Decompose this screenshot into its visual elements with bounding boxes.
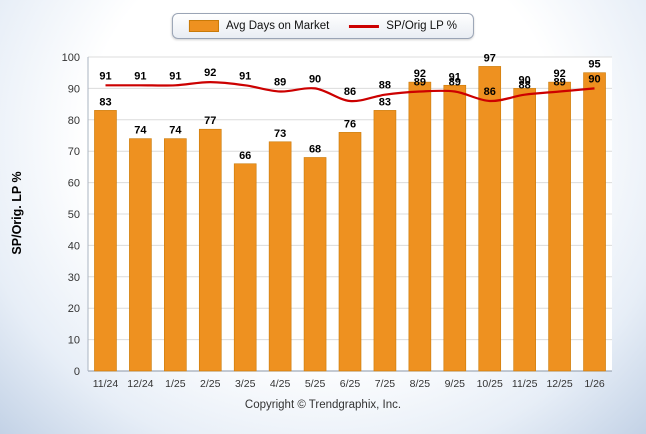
sp-orig-lp-line — [105, 80, 595, 103]
bar — [164, 138, 187, 372]
legend-item-line: SP/Orig LP % — [349, 20, 457, 32]
y-tick-label: 10 — [68, 335, 80, 347]
bar-value-label: 74 — [134, 125, 147, 137]
bar — [478, 66, 502, 372]
line-value-label: 91 — [134, 70, 146, 82]
bar-value-label: 77 — [204, 115, 216, 127]
bar-value-label: 91 — [449, 71, 461, 83]
bar-value-label: 76 — [344, 118, 356, 130]
chart-legend: Avg Days on Market SP/Orig LP % — [171, 13, 475, 39]
bar-value-label: 97 — [484, 52, 496, 64]
bar-value-label: 90 — [519, 74, 531, 86]
x-tick-label: 9/25 — [445, 378, 466, 390]
bar — [408, 81, 432, 372]
y-tick-label: 70 — [68, 146, 80, 158]
bar-value-label: 83 — [99, 96, 111, 108]
bar — [513, 88, 536, 372]
bar-series-label: Avg Days on Market — [225, 20, 330, 32]
line-series-label: SP/Orig LP % — [386, 20, 458, 32]
x-tick-label: 7/25 — [375, 378, 396, 390]
line-series-swatch-icon — [349, 24, 380, 28]
line-value-label: 86 — [484, 86, 496, 98]
line-value-label: 88 — [379, 80, 391, 92]
bar — [548, 81, 571, 372]
bar — [268, 141, 292, 372]
bar — [373, 110, 397, 372]
line-value-label: 91 — [239, 70, 251, 82]
bar — [338, 132, 362, 372]
bar-series-swatch-icon — [188, 20, 219, 32]
bar — [129, 138, 152, 372]
y-tick-label: 0 — [74, 366, 80, 378]
y-tick-label: 80 — [68, 115, 80, 127]
x-tick-label: 10/25 — [477, 378, 503, 390]
x-tick-label: 12/24 — [127, 378, 153, 390]
line-value-label: 90 — [309, 73, 321, 85]
bar-value-label: 95 — [588, 59, 600, 71]
bar-value-label: 92 — [553, 68, 565, 80]
x-tick-label: 11/24 — [93, 378, 119, 390]
line-value-label: 91 — [169, 70, 181, 82]
copyright-text: Copyright © Trendgraphix, Inc. — [244, 399, 402, 411]
bar-value-label: 68 — [309, 143, 321, 155]
x-tick-label: 6/25 — [340, 378, 361, 390]
y-tick-label: 50 — [68, 209, 80, 221]
x-tick-label: 5/25 — [305, 378, 326, 390]
x-tick-label: 11/25 — [512, 378, 538, 390]
line-value-label: 89 — [553, 77, 565, 89]
y-tick-label: 30 — [68, 272, 80, 284]
bar-value-label: 92 — [414, 68, 426, 80]
line-value-label: 91 — [99, 70, 111, 82]
x-tick-label: 2/25 — [200, 378, 221, 390]
bar — [303, 157, 327, 372]
line-value-label: 88 — [519, 80, 531, 92]
legend-item-bar: Avg Days on Market — [188, 20, 330, 32]
y-tick-label: 20 — [68, 303, 80, 315]
line-value-label: 92 — [204, 67, 216, 79]
line-value-label: 86 — [344, 86, 356, 98]
bar — [583, 72, 606, 372]
y-tick-label: 60 — [68, 178, 80, 190]
bar-value-label: 83 — [379, 96, 391, 108]
bar — [198, 128, 222, 372]
bar — [233, 163, 257, 372]
line-value-label: 89 — [449, 77, 461, 89]
bar — [443, 84, 467, 372]
x-tick-label: 8/25 — [410, 378, 431, 390]
x-tick-label: 4/25 — [270, 378, 291, 390]
line-value-label: 90 — [588, 73, 600, 85]
y-tick-label: 40 — [68, 240, 80, 252]
bar-value-label: 66 — [239, 150, 251, 162]
bar-value-label: 73 — [274, 128, 286, 140]
line-value-label: 89 — [414, 77, 426, 89]
x-tick-label: 12/25 — [546, 378, 572, 390]
line-value-label: 89 — [274, 77, 286, 89]
bar — [94, 110, 117, 372]
y-tick-label: 90 — [68, 83, 80, 95]
x-tick-label: 1/26 — [584, 378, 605, 390]
y-tick-label: 100 — [62, 52, 80, 64]
bar-value-label: 74 — [169, 125, 182, 137]
x-tick-label: 3/25 — [235, 378, 256, 390]
x-tick-label: 1/25 — [165, 378, 186, 390]
y-axis-title: SP/Orig. LP % — [10, 171, 24, 255]
